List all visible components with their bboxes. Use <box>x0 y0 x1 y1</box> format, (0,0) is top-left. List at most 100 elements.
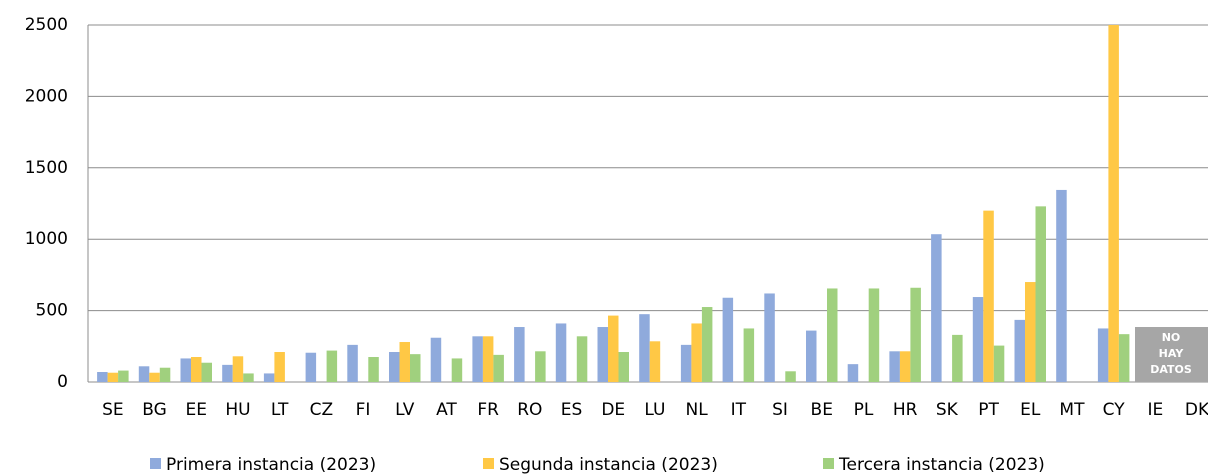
bar <box>806 330 817 382</box>
x-tick-label: SK <box>936 400 959 420</box>
legend-swatch <box>150 458 161 469</box>
x-tick-label: CZ <box>310 400 334 420</box>
bar <box>368 357 379 382</box>
bar <box>868 288 880 382</box>
x-tick-label: DK <box>1185 400 1208 420</box>
bar <box>785 371 796 382</box>
bar <box>639 314 650 382</box>
bar <box>430 337 442 382</box>
annotation: NO HAY DATOS <box>1150 331 1192 376</box>
x-tick-label: ES <box>561 400 583 420</box>
legend-label: Tercera instancia (2023) <box>838 455 1045 475</box>
bar <box>576 336 588 382</box>
bar <box>743 328 755 382</box>
bar <box>149 372 160 382</box>
legend-label: Segunda instancia (2023) <box>499 455 718 475</box>
legend-swatch <box>483 458 494 469</box>
x-tick-label: CY <box>1103 400 1126 420</box>
bar <box>555 323 567 382</box>
bar <box>535 351 546 382</box>
y-tick-label: 0 <box>57 372 68 392</box>
bar <box>118 370 129 382</box>
y-tick-label: 500 <box>36 301 68 321</box>
legend-swatch <box>823 458 834 469</box>
bar <box>608 315 619 382</box>
bar <box>899 351 911 382</box>
bar <box>983 210 994 382</box>
x-tick-label: LT <box>271 400 289 420</box>
bar <box>326 350 338 382</box>
bar <box>274 352 285 382</box>
x-tick-label: IE <box>1147 400 1163 420</box>
bar <box>1025 282 1036 382</box>
bar <box>649 341 661 382</box>
x-tick-label: DE <box>601 400 625 420</box>
bar <box>451 358 463 382</box>
bar <box>972 297 984 382</box>
bar <box>618 352 629 382</box>
bar <box>701 307 713 382</box>
bar <box>1035 206 1046 382</box>
x-tick-label: PL <box>854 400 874 420</box>
x-tick-label: SI <box>772 400 788 420</box>
y-tick-label: 1500 <box>25 158 68 178</box>
bar <box>514 327 525 382</box>
bar <box>952 334 963 382</box>
x-tick-label: PT <box>978 400 999 420</box>
bar <box>1108 25 1119 382</box>
y-tick-label: 1000 <box>25 229 68 249</box>
legend-label: Primera instancia (2023) <box>166 455 376 475</box>
y-tick-label: 2500 <box>25 15 68 35</box>
x-tick-label: LV <box>395 400 415 420</box>
bar <box>910 287 921 382</box>
bar <box>764 293 775 382</box>
y-tick-label: 2000 <box>25 86 68 106</box>
x-tick-label: MT <box>1059 400 1085 420</box>
bar <box>1118 334 1130 382</box>
x-tick-label: FI <box>356 400 371 420</box>
x-tick-label: LU <box>644 400 665 420</box>
bar <box>1056 189 1067 382</box>
x-tick-label: EE <box>186 400 207 420</box>
bar <box>847 364 859 382</box>
x-tick-label: HU <box>225 400 250 420</box>
x-tick-label: EL <box>1020 400 1041 420</box>
bar <box>827 288 838 382</box>
bar <box>722 297 734 382</box>
bar <box>1097 328 1109 382</box>
x-tick-label: BG <box>142 400 167 420</box>
bar <box>191 357 202 382</box>
x-tick-label: BE <box>811 400 833 420</box>
bar <box>993 345 1005 382</box>
annotation-box <box>1135 327 1208 382</box>
bar <box>482 336 494 382</box>
x-tick-label: SE <box>102 400 124 420</box>
bar <box>159 367 171 382</box>
bar <box>201 362 212 382</box>
bar <box>680 344 692 382</box>
bar <box>931 234 942 382</box>
bar <box>691 323 702 382</box>
x-tick-label: HR <box>893 400 918 420</box>
bar <box>97 372 108 382</box>
bar <box>107 372 119 382</box>
bar <box>232 356 244 382</box>
bar <box>399 342 410 382</box>
bar <box>263 373 275 382</box>
x-tick-label: AT <box>436 400 457 420</box>
bar <box>597 327 608 382</box>
bar <box>305 352 317 382</box>
x-tick-label: FR <box>477 400 499 420</box>
x-tick-label: RO <box>517 400 542 420</box>
bar <box>410 354 421 382</box>
bar <box>222 364 233 382</box>
bar <box>389 352 400 382</box>
bar <box>889 351 900 382</box>
x-tick-label: NL <box>686 400 709 420</box>
bar <box>180 358 191 382</box>
bar <box>472 336 483 382</box>
bar <box>1014 319 1025 382</box>
bar <box>243 373 254 382</box>
bar <box>493 354 504 382</box>
